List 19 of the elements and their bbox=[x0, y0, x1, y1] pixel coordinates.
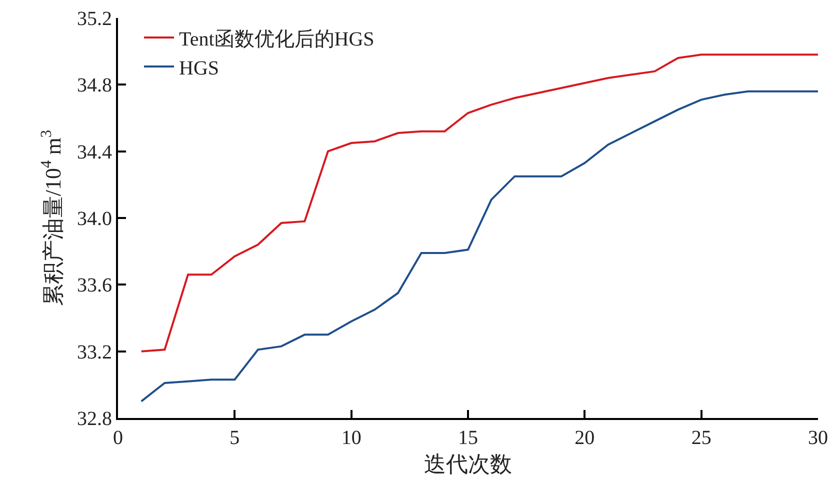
y-tick-label: 35.2 bbox=[77, 8, 112, 30]
y-tick-label: 33.2 bbox=[77, 341, 112, 364]
x-tick-label: 30 bbox=[808, 427, 828, 449]
line-series bbox=[140, 54, 818, 352]
x-tick-label: 5 bbox=[230, 427, 240, 449]
x-tick-label: 25 bbox=[691, 427, 712, 449]
y-tick-label: 34.0 bbox=[77, 208, 112, 230]
y-tick-label: 32.8 bbox=[77, 408, 112, 430]
y-tick-label: 34.8 bbox=[77, 74, 112, 97]
y-tick-label: 34.4 bbox=[77, 141, 112, 164]
x-tick-label: 0 bbox=[113, 427, 123, 449]
line-series bbox=[140, 90, 818, 402]
x-axis-title: 迭代次数 bbox=[424, 451, 512, 476]
legend-label: HGS bbox=[179, 57, 220, 80]
legend-label: Tent函数优化后的HGS bbox=[179, 28, 374, 50]
x-tick-label: 15 bbox=[458, 427, 478, 449]
x-tick-label: 20 bbox=[574, 427, 595, 449]
x-tick-label: 10 bbox=[341, 427, 362, 449]
y-tick-label: 33.6 bbox=[77, 274, 112, 297]
